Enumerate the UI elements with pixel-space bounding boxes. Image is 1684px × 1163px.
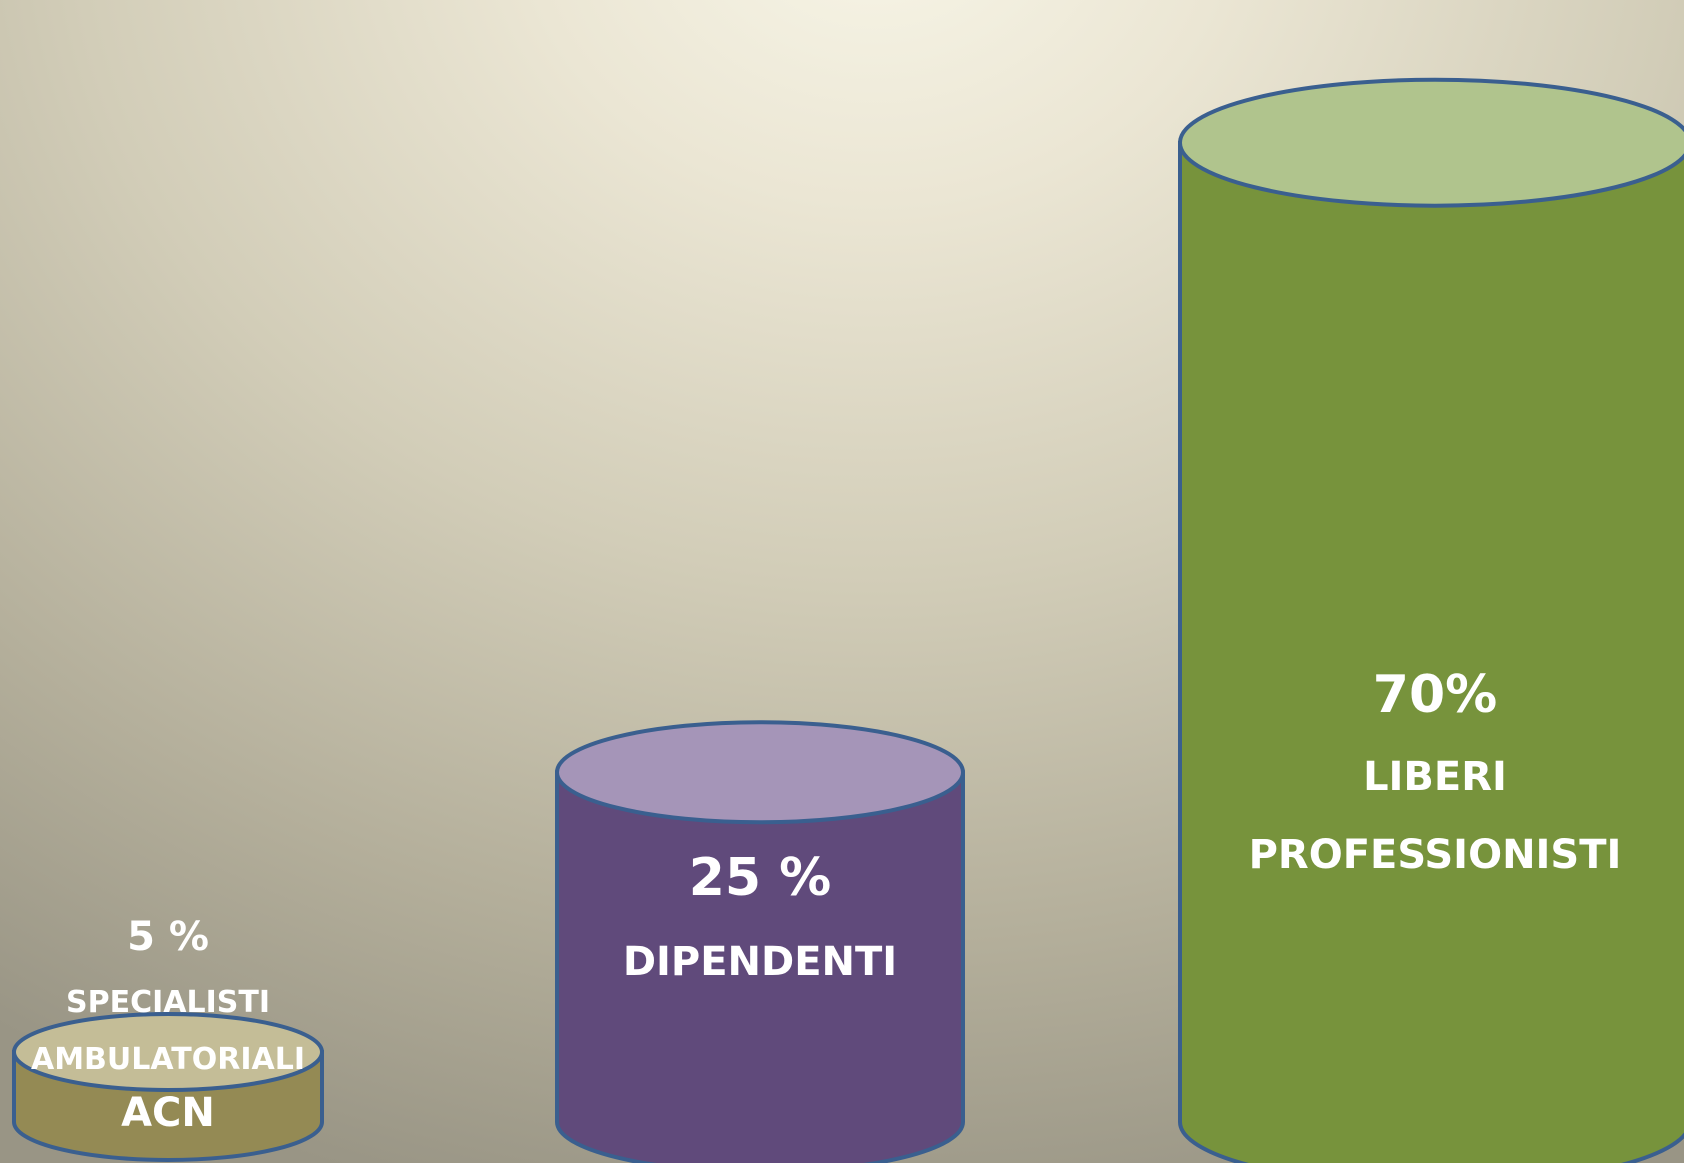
bar-category-label: ACN (121, 1090, 215, 1136)
bar-2: 25 % DIPENDENTI (555, 720, 965, 1163)
bar-body (1178, 140, 1684, 1163)
bar-category-label: LIBERI (1363, 754, 1507, 800)
bar-value-label: 70% (1373, 665, 1497, 725)
bar-category-label: AMBULATORIALI (31, 1042, 305, 1077)
bar-category-label: PROFESSIONISTI (1249, 832, 1622, 878)
bar-1: 5 % SPECIALISTI AMBULATORIALI ACN (12, 914, 324, 1162)
bar-top (555, 720, 965, 825)
bar-top (12, 1012, 324, 1093)
bar-value-label: 5 % (127, 914, 209, 960)
bar-category-label: DIPENDENTI (623, 939, 897, 985)
bar-3: 70% LIBERI PROFESSIONISTI (1178, 77, 1684, 1163)
bar-value-label: 25 % (689, 848, 832, 908)
bar-category-label: SPECIALISTI (66, 985, 270, 1020)
bar-body (555, 770, 965, 1163)
bar-top (1178, 77, 1684, 208)
